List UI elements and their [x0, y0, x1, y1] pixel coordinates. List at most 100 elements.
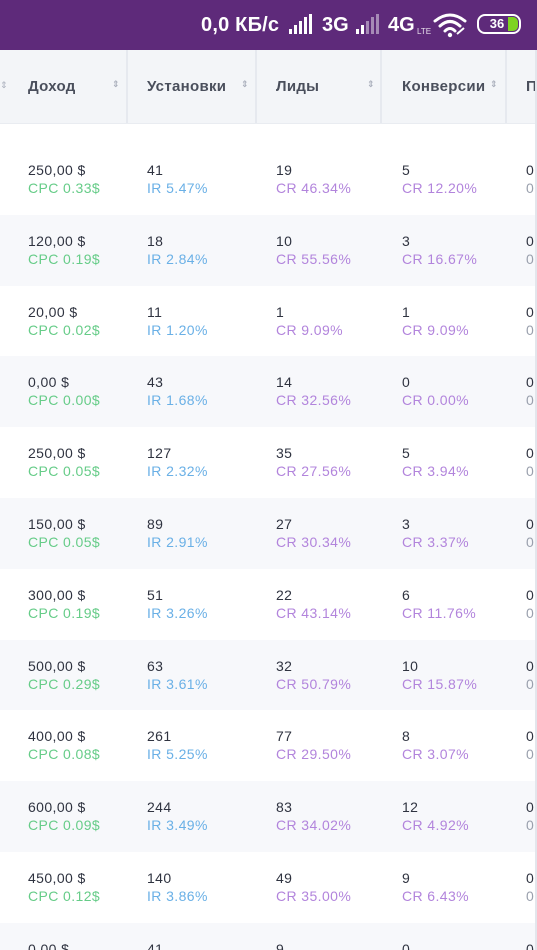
income-rate: CPC 0.29$	[28, 675, 101, 692]
income-value: 400,00 $	[28, 728, 86, 745]
income-value: 20,00 $	[28, 303, 78, 320]
wifi-icon	[433, 13, 467, 38]
conversions-value: 0	[402, 374, 411, 391]
conversions-rate: CR 11.76%	[402, 604, 477, 621]
table-row[interactable]: 150,00 $ CPC 0.05$ 89 IR 2.91% 27 CR 30.34% 3 C…	[0, 498, 537, 569]
installs-rate: IR 3.61%	[147, 675, 208, 692]
signal-icon	[289, 14, 315, 34]
conversions-rate: CR 3.94%	[402, 463, 470, 480]
next-column-value: 0	[526, 940, 535, 950]
header-conversions-label: Конверсии	[402, 78, 486, 95]
installs-value: 261	[147, 728, 172, 745]
installs-value: 11	[147, 303, 163, 320]
income-rate: CPC 0.12$	[28, 888, 101, 904]
installs-rate: IR 2.32%	[147, 463, 208, 480]
header-installs[interactable]: Установки ⇕	[147, 50, 253, 123]
next-column-sub: 0	[526, 392, 535, 409]
conversions-value: 5	[402, 445, 411, 462]
header-income[interactable]: Доход ⇕	[28, 50, 124, 123]
income-rate: CPC 0.00$	[28, 392, 101, 409]
table-row[interactable]: 600,00 $ CPC 0.09$ 244 IR 3.49% 83 CR 34.02% 1…	[0, 781, 537, 853]
header-income-label: Доход	[28, 78, 76, 95]
conversions-rate: CR 6.43%	[402, 888, 470, 904]
next-column-sub: 0	[526, 534, 535, 550]
lte-label: LTE	[417, 27, 432, 36]
installs-rate: IR 5.25%	[147, 746, 208, 763]
table-row[interactable]: 120,00 $ CPC 0.19$ 18 IR 2.84% 10 CR 55.56% 3 C…	[0, 214, 537, 286]
income-value: 300,00 $	[28, 586, 86, 603]
conversions-value: 9	[402, 870, 411, 886]
next-column-sub: 0	[526, 888, 535, 904]
installs-value: 127	[147, 445, 172, 462]
leads-rate: CR 46.34%	[276, 180, 352, 196]
income-value: 150,00 $	[28, 516, 86, 532]
income-value: 0,00 $	[28, 940, 70, 950]
installs-rate: IR 5.47%	[147, 180, 208, 196]
leads-rate: CR 43.14%	[276, 604, 352, 621]
installs-value: 18	[147, 232, 164, 249]
table-row[interactable]: 0,00 $ CPC 0.00$ 43 IR 1.68% 14 CR 32.56% 0 CR …	[0, 356, 537, 428]
header-leads-label: Лиды	[276, 78, 320, 95]
header-leads[interactable]: Лиды ⇕	[276, 50, 378, 123]
table-row[interactable]: 400,00 $ CPC 0.08$ 261 IR 5.25% 77 CR 29.50% 8…	[0, 710, 537, 782]
installs-value: 43	[147, 374, 164, 391]
header-installs-label: Установки	[147, 78, 227, 95]
next-column-sub: 0	[526, 180, 535, 196]
table-row[interactable]: 20,00 $ CPC 0.02$ 11 IR 1.20% 1 CR 9.09% 1 CR 9…	[0, 285, 537, 357]
leads-value: 9	[276, 940, 285, 950]
leads-rate: CR 35.00%	[276, 888, 352, 904]
leads-rate: CR 32.56%	[276, 392, 352, 409]
conversions-rate: CR 4.92%	[402, 817, 470, 834]
installs-rate: IR 2.84%	[147, 250, 208, 267]
battery-icon: 36	[477, 14, 521, 34]
leads-rate: CR 27.56%	[276, 463, 352, 480]
conversions-rate: CR 0.00%	[402, 392, 470, 409]
leads-rate: CR 34.02%	[276, 817, 352, 834]
next-column-value: 0	[526, 162, 535, 178]
table-row[interactable]: 450,00 $ CPC 0.12$ 140 IR 3.86% 49 CR 35.00% 9…	[0, 852, 537, 923]
income-value: 250,00 $	[28, 445, 86, 462]
table-row[interactable]: 300,00 $ CPC 0.19$ 51 IR 3.26% 22 CR 43.14% 6 C…	[0, 568, 537, 640]
next-column-sub: 0	[526, 746, 535, 763]
table-row[interactable]: 500,00 $ CPC 0.29$ 63 IR 3.61% 32 CR 50.79% 10…	[0, 639, 537, 711]
sort-arrows-icon[interactable]: ⇕	[0, 80, 8, 90]
header-next-partial[interactable]: П	[526, 50, 537, 123]
next-column-sub: 0	[526, 321, 535, 338]
table-row[interactable]: 250,00 $ CPC 0.33$ 41 IR 5.47% 19 CR 46.34% 5 C…	[0, 144, 537, 215]
income-rate: CPC 0.02$	[28, 321, 101, 338]
next-column-value: 0	[526, 303, 535, 320]
installs-value: 41	[147, 940, 164, 950]
sort-arrows-icon[interactable]: ⇕	[367, 79, 375, 89]
income-value: 450,00 $	[28, 870, 86, 886]
table-row[interactable]: 0,00 $ 41 9 0 0	[0, 922, 537, 950]
conversions-rate: CR 15.87%	[402, 675, 478, 692]
leads-value: 83	[276, 799, 293, 816]
installs-rate: IR 3.26%	[147, 604, 208, 621]
next-column-sub: 0	[526, 250, 535, 267]
conversions-value: 3	[402, 232, 411, 249]
income-value: 500,00 $	[28, 657, 86, 674]
leads-value: 35	[276, 445, 293, 462]
stats-table[interactable]: ⇕ Доход ⇕ Установки ⇕ Лиды ⇕ Конверсии ⇕…	[0, 50, 537, 950]
leads-value: 22	[276, 586, 293, 603]
income-rate: CPC 0.09$	[28, 817, 101, 834]
leads-value: 27	[276, 516, 293, 532]
next-column-sub: 0	[526, 817, 535, 834]
leads-rate: CR 50.79%	[276, 675, 352, 692]
header-conversions[interactable]: Конверсии ⇕	[402, 50, 502, 123]
sort-arrows-icon[interactable]: ⇕	[241, 79, 249, 89]
sort-arrows-icon[interactable]: ⇕	[112, 79, 120, 89]
leads-rate: CR 9.09%	[276, 321, 344, 338]
leads-value: 32	[276, 657, 293, 674]
next-column-value: 0	[526, 870, 535, 886]
table-row[interactable]: 250,00 $ CPC 0.05$ 127 IR 2.32% 35 CR 27.56% 5…	[0, 427, 537, 499]
installs-value: 51	[147, 586, 164, 603]
signal-icon	[356, 14, 382, 34]
table-header: ⇕ Доход ⇕ Установки ⇕ Лиды ⇕ Конверсии ⇕…	[0, 50, 537, 123]
sort-arrows-icon[interactable]: ⇕	[490, 79, 498, 89]
installs-rate: IR 1.68%	[147, 392, 208, 409]
conversions-value: 0	[402, 940, 411, 950]
next-column-value: 0	[526, 586, 535, 603]
next-column-value: 0	[526, 516, 535, 532]
conversions-value: 8	[402, 728, 411, 745]
